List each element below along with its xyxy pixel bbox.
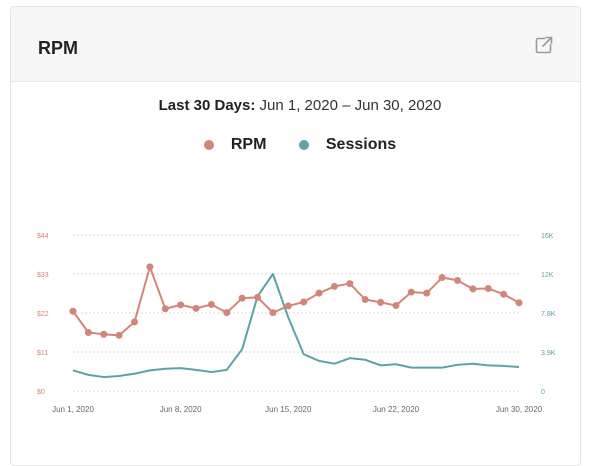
rpm-point <box>115 331 123 339</box>
rpm-point <box>500 290 508 298</box>
x-tick-label: Jun 8, 2020 <box>160 405 202 414</box>
rpm-point <box>100 330 108 338</box>
rpm-point <box>484 285 492 293</box>
legend-dot-sessions <box>298 140 309 150</box>
rpm-point <box>69 307 77 315</box>
x-tick-label: Jun 15, 2020 <box>265 405 312 414</box>
rpm-point <box>515 299 523 307</box>
x-tick-label: Jun 30, 2020 <box>496 405 543 414</box>
rpm-point <box>284 302 292 310</box>
y-left-tick-label: $11 <box>37 350 48 357</box>
rpm-point <box>192 304 200 312</box>
rpm-point <box>146 263 154 271</box>
rpm-point <box>315 289 323 297</box>
rpm-line <box>72 265 520 337</box>
rpm-point <box>207 300 215 308</box>
rpm-card: RPM <box>10 6 581 466</box>
y-right-tick-label: 3.9K <box>541 350 556 357</box>
card-title: RPM <box>38 38 78 58</box>
rpm-point <box>469 285 477 293</box>
x-tick-label: Jun 22, 2020 <box>373 405 420 414</box>
y-left-tick-label: $0 <box>37 389 45 396</box>
y-right-tick-label: 7.8K <box>541 311 556 318</box>
date-range: Last 30 Days: Jun 1, 2020 – Jun 30, 2020 <box>0 97 600 114</box>
sessions-line <box>72 273 520 379</box>
rpm-point <box>223 309 231 317</box>
legend-dot-rpm <box>203 140 214 150</box>
rpm-point <box>84 329 92 336</box>
date-range-value: Jun 1, 2020 – Jun 30, 2020 <box>259 97 442 114</box>
rpm-point <box>438 274 446 282</box>
y-left-tick-label: $44 <box>37 233 49 240</box>
rpm-point <box>377 298 385 306</box>
external-link-icon[interactable] <box>535 36 553 54</box>
rpm-point <box>346 280 354 288</box>
date-range-label: Last 30 Days: <box>158 97 256 114</box>
legend-item-rpm[interactable]: RPM <box>203 136 267 154</box>
legend-label-rpm: RPM <box>230 136 267 153</box>
x-tick-label: Jun 1, 2020 <box>52 405 94 414</box>
card-header: RPM <box>11 7 580 82</box>
rpm-sessions-chart: $0 0 $11 3.9K $22 7.8K $33 12K $44 16K Jun 1, 2020… <box>37 233 556 414</box>
y-left-tick-label: $22 <box>37 311 49 318</box>
rpm-point <box>407 288 415 296</box>
y-right-tick-label: 16K <box>541 233 554 240</box>
y-right-tick-label: 0 <box>541 389 545 396</box>
rpm-point <box>238 294 246 302</box>
rpm-point <box>392 302 400 310</box>
chart-legend: RPM Sessions <box>0 136 600 155</box>
rpm-point <box>453 276 461 284</box>
rpm-point <box>361 296 369 304</box>
rpm-point <box>330 282 338 290</box>
rpm-point <box>423 289 431 297</box>
rpm-point <box>131 318 139 326</box>
rpm-point <box>161 305 169 313</box>
rpm-point <box>300 298 308 306</box>
legend-label-sessions: Sessions <box>325 136 397 153</box>
rpm-point <box>254 293 262 301</box>
y-left-tick-label: $33 <box>37 272 49 279</box>
y-right-tick-label: 12K <box>541 272 554 279</box>
rpm-point <box>177 301 185 309</box>
rpm-point <box>269 309 277 317</box>
legend-item-sessions[interactable]: Sessions <box>298 136 397 154</box>
